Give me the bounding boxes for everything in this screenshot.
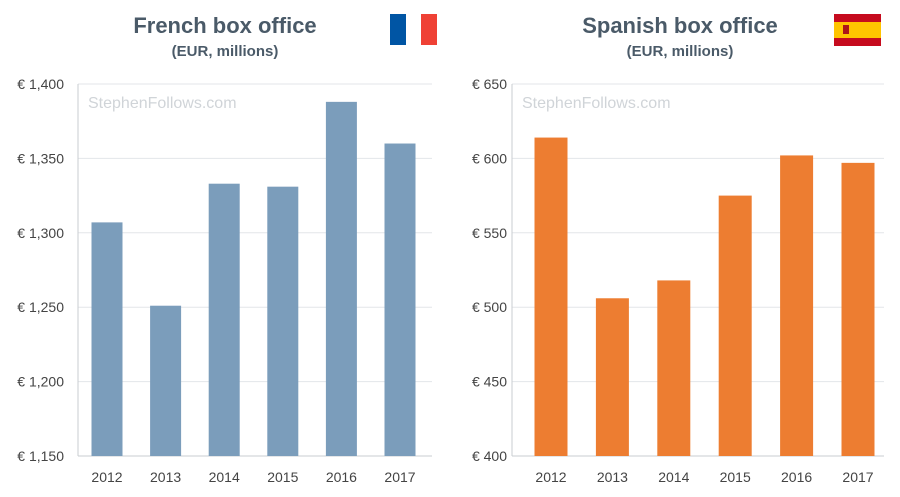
french-x-tick-label: 2016 [326,469,357,485]
spanish-bar-chart: € 400 € 450 € 500 € 550 € 600 € 650 2012 2013 20… [472,76,884,485]
spanish-y-tick-label: € 650 [472,76,507,92]
french-y-tick-label: € 1,150 [17,448,64,464]
french-y-tick-label: € 1,250 [17,299,64,315]
spanish-x-tick-label: 2016 [781,469,812,485]
spanish-bar-2013 [595,298,629,456]
french-bar-2017 [384,143,416,456]
french-bar-2013 [150,305,182,456]
french-y-tick-label: € 1,350 [17,150,64,166]
french-bar-2012 [91,222,123,456]
french-y-tick-label: € 1,200 [17,374,64,390]
spanish-y-tick-label: € 550 [472,225,507,241]
spanish-y-tick-label: € 450 [472,374,507,390]
spanish-x-tick-label: 2015 [720,469,751,485]
spanish-bar-2016 [780,155,814,456]
french-chart-title: French box office [133,13,316,38]
french-chart-subtitle: (EUR, millions) [172,43,279,60]
french-x-tick-label: 2012 [91,469,122,485]
spanish-y-tick-label: € 400 [472,448,507,464]
spanish-x-tick-label: 2014 [658,469,689,485]
spanish-bar-2015 [718,195,752,456]
french-x-tick-label: 2017 [384,469,415,485]
french-x-tick-label: 2014 [209,469,240,485]
french-bar-2015 [267,186,299,456]
france-flag-icon [390,14,437,45]
french-x-tick-label: 2013 [150,469,181,485]
spanish-bar-2012 [534,137,568,456]
spanish-x-tick-label: 2013 [597,469,628,485]
watermark-left: StephenFollows.com [88,95,237,112]
french-x-tick-label: 2015 [267,469,298,485]
spanish-chart-subtitle: (EUR, millions) [627,43,734,60]
french-bar-2014 [208,183,240,457]
spain-flag-icon [834,14,881,46]
spanish-bar-2014 [657,280,691,456]
spanish-x-tick-label: 2012 [535,469,566,485]
spanish-x-tick-label: 2017 [842,469,873,485]
french-bar-2016 [325,101,357,456]
spanish-bar-2017 [841,162,875,456]
french-y-tick-label: € 1,300 [17,225,64,241]
spanish-y-tick-label: € 500 [472,299,507,315]
french-bar-chart: € 1,150 € 1,200 € 1,250 € 1,300 € 1,350 € 1,4… [17,76,432,485]
watermark-right: StephenFollows.com [522,95,671,112]
spanish-y-tick-label: € 600 [472,150,507,166]
spanish-chart-title: Spanish box office [582,13,778,38]
french-y-tick-label: € 1,400 [17,76,64,92]
